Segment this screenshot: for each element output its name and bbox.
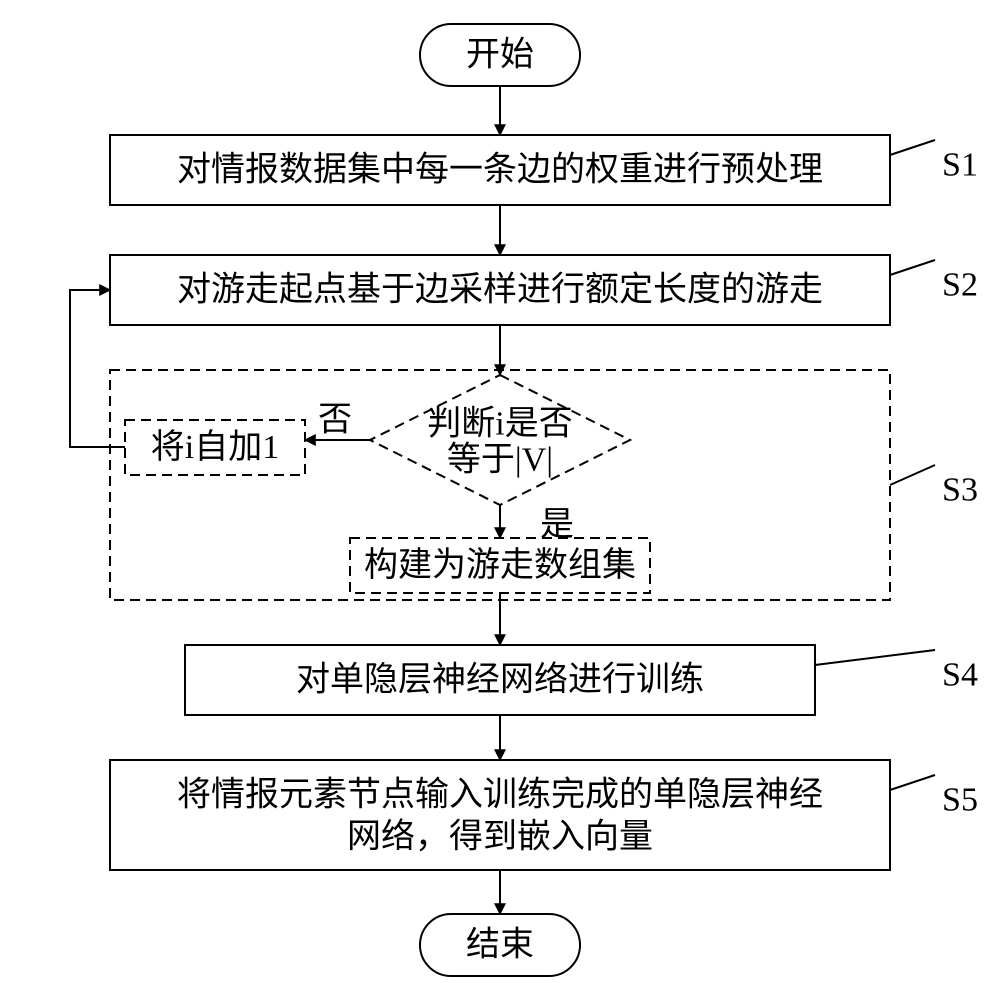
leader-l3	[890, 465, 935, 485]
s2-box-label: 对游走起点基于边采样进行额定长度的游走	[177, 271, 823, 309]
s1-box-label: 对情报数据集中每一条边的权重进行预处理	[177, 151, 823, 189]
leader-l4	[815, 650, 935, 665]
leader-l1	[890, 140, 935, 155]
step-label-s5: S5	[942, 782, 978, 819]
s5-line1: 将情报元素节点输入训练完成的单隐层神经	[177, 776, 823, 814]
decision-line2: 等于|V|	[447, 441, 553, 479]
build-array-label: 构建为游走数组集	[364, 546, 636, 584]
increment-label: 将i自加1	[151, 428, 279, 466]
edge-loop-back	[70, 290, 125, 447]
start-label: 开始	[466, 36, 534, 74]
yes-label: 是	[540, 507, 574, 544]
step-label-s1: S1	[942, 147, 978, 184]
step-label-s4: S4	[942, 657, 978, 694]
end-label: 结束	[466, 926, 534, 964]
leader-l5	[890, 775, 935, 790]
decision-line1: 判断i是否	[427, 405, 572, 443]
s5-line2: 网络，得到嵌入向量	[347, 818, 653, 856]
step-label-s2: S2	[942, 267, 978, 304]
no-label: 否	[318, 402, 352, 439]
s4-box-label: 对单隐层神经网络进行训练	[296, 661, 704, 699]
step-label-s3: S3	[942, 472, 978, 509]
leader-l2	[890, 260, 935, 275]
